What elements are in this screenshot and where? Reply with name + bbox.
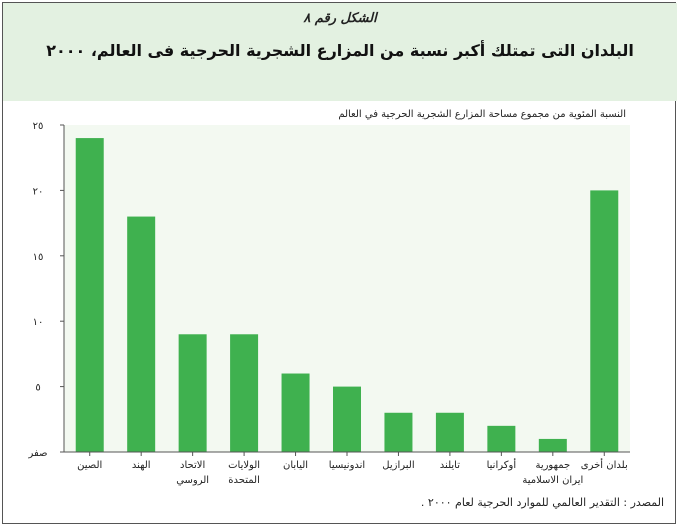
source-note: المصدر : التقدير العالمي للموارد الحرجية…: [420, 496, 664, 509]
x-tick-label: تايلند: [440, 460, 460, 471]
bar: [435, 412, 464, 452]
figure-number: الشكل رقم ٨: [303, 11, 377, 26]
y-tick-label: ١٥: [33, 252, 44, 263]
x-tick-label: اليابان: [283, 460, 308, 471]
x-tick-label: اندونيسيا: [329, 460, 365, 471]
bar: [384, 412, 413, 452]
bar: [538, 438, 567, 452]
bar: [590, 190, 619, 452]
x-tick-label: الصين: [77, 460, 102, 471]
y-tick-label: ١٠: [33, 317, 44, 328]
y-tick-label: ٢٠: [33, 186, 44, 197]
bar: [75, 138, 104, 452]
y-tick-label: صفر: [27, 448, 47, 459]
x-tick-label: بلدان أخرى: [581, 458, 628, 471]
x-tick-label: البرازيل: [382, 460, 414, 471]
x-tick-label: جمهورية: [535, 460, 570, 471]
x-tick-label: الولايات: [228, 460, 260, 471]
x-tick-label: أوكرانيا: [487, 458, 517, 471]
y-tick-label: ٥: [35, 383, 40, 394]
y-axis-title: النسبة المئوية من مجموع مساحة المزارع ال…: [338, 109, 626, 120]
x-tick-label: ايران الاسلامية: [522, 475, 583, 486]
bar: [487, 425, 516, 452]
bar: [333, 386, 361, 452]
figure-title: البلدان التى تمتلك أكبر نسبة من المزارع …: [46, 41, 634, 60]
bar: [178, 334, 207, 452]
x-tick-label: الاتحاد: [180, 460, 205, 471]
x-tick-label: الهند: [132, 460, 151, 471]
figure-header: الشكل رقم ٨ البلدان التى تمتلك أكبر نسبة…: [3, 3, 677, 101]
x-tick-label: الروسي: [176, 475, 209, 486]
y-tick-label: ٢٥: [33, 121, 44, 132]
bar: [230, 334, 259, 452]
bar: [127, 216, 156, 452]
x-tick-label: المتحدة: [228, 475, 260, 486]
bar: [281, 373, 310, 452]
